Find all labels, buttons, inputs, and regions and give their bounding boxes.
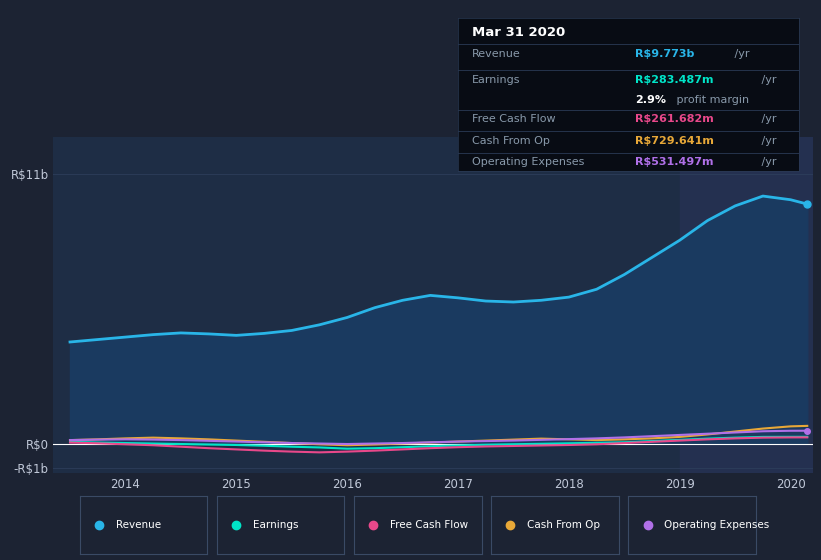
Text: 2.9%: 2.9% xyxy=(635,95,667,105)
Text: Operating Expenses: Operating Expenses xyxy=(472,157,584,167)
Text: /yr: /yr xyxy=(758,75,777,85)
Text: /yr: /yr xyxy=(758,157,777,167)
Text: R$9.773b: R$9.773b xyxy=(635,49,695,59)
Text: Mar 31 2020: Mar 31 2020 xyxy=(472,26,565,39)
Text: Operating Expenses: Operating Expenses xyxy=(664,520,769,530)
Text: /yr: /yr xyxy=(758,136,777,146)
Text: Free Cash Flow: Free Cash Flow xyxy=(390,520,468,530)
Text: profit margin: profit margin xyxy=(672,95,749,105)
Text: R$729.641m: R$729.641m xyxy=(635,136,714,146)
Text: Cash From Op: Cash From Op xyxy=(527,520,600,530)
Text: Revenue: Revenue xyxy=(116,520,161,530)
Text: Earnings: Earnings xyxy=(472,75,521,85)
Text: R$531.497m: R$531.497m xyxy=(635,157,713,167)
Text: Cash From Op: Cash From Op xyxy=(472,136,549,146)
Text: R$261.682m: R$261.682m xyxy=(635,114,714,124)
Text: /yr: /yr xyxy=(731,49,750,59)
Text: R$283.487m: R$283.487m xyxy=(635,75,713,85)
Text: /yr: /yr xyxy=(758,114,777,124)
Text: Free Cash Flow: Free Cash Flow xyxy=(472,114,555,124)
Text: Earnings: Earnings xyxy=(253,520,298,530)
Bar xyxy=(680,137,821,473)
Text: Revenue: Revenue xyxy=(472,49,521,59)
